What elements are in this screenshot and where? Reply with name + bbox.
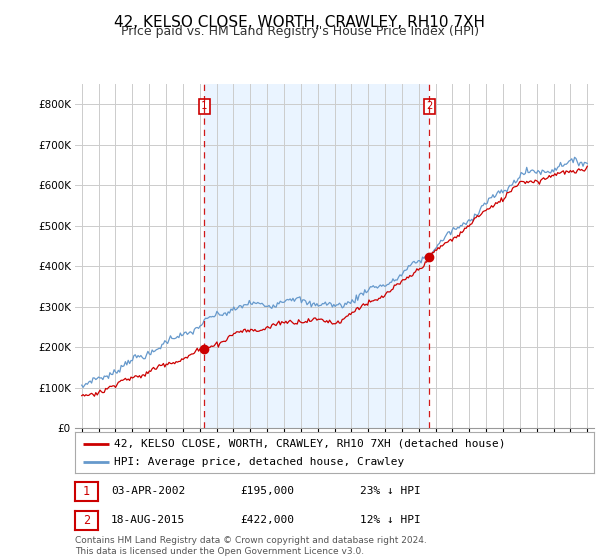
Text: HPI: Average price, detached house, Crawley: HPI: Average price, detached house, Craw…: [114, 457, 404, 467]
Text: 42, KELSO CLOSE, WORTH, CRAWLEY, RH10 7XH: 42, KELSO CLOSE, WORTH, CRAWLEY, RH10 7X…: [115, 15, 485, 30]
Text: 18-AUG-2015: 18-AUG-2015: [111, 515, 185, 525]
Text: 42, KELSO CLOSE, WORTH, CRAWLEY, RH10 7XH (detached house): 42, KELSO CLOSE, WORTH, CRAWLEY, RH10 7X…: [114, 439, 505, 449]
Text: 03-APR-2002: 03-APR-2002: [111, 486, 185, 496]
Text: 2: 2: [83, 514, 90, 527]
Text: Contains HM Land Registry data © Crown copyright and database right 2024.
This d: Contains HM Land Registry data © Crown c…: [75, 536, 427, 556]
Text: 23% ↓ HPI: 23% ↓ HPI: [360, 486, 421, 496]
Bar: [204, 84, 430, 428]
Text: Price paid vs. HM Land Registry's House Price Index (HPI): Price paid vs. HM Land Registry's House …: [121, 25, 479, 38]
Text: 12% ↓ HPI: 12% ↓ HPI: [360, 515, 421, 525]
Text: 1: 1: [201, 101, 208, 111]
Text: 1: 1: [83, 485, 90, 498]
Text: 2: 2: [426, 101, 433, 111]
Text: £195,000: £195,000: [240, 486, 294, 496]
Text: £422,000: £422,000: [240, 515, 294, 525]
